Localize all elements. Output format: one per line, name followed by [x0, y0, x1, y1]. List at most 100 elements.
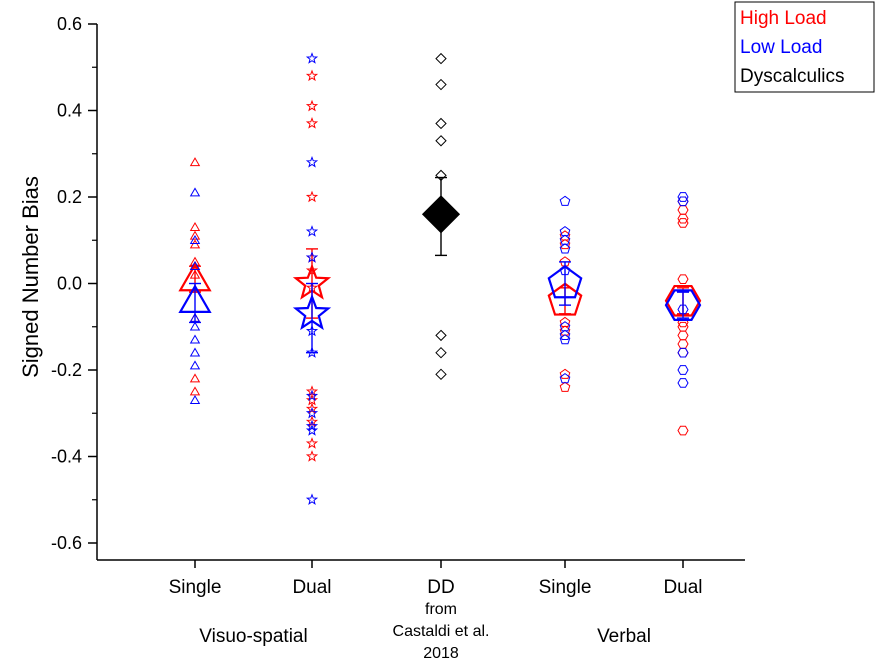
data-point: [189, 334, 201, 344]
mean-marker: [547, 265, 583, 299]
y-tick-label: -0.2: [51, 360, 82, 380]
data-point: [435, 52, 447, 65]
data-point: [677, 192, 689, 202]
legend-entry: High Load: [740, 8, 827, 29]
data-point: [305, 346, 319, 358]
category-label: DD: [427, 577, 454, 598]
data-point: [189, 395, 201, 405]
data-point: [435, 78, 447, 91]
y-tick-label: 0.6: [57, 14, 82, 34]
category-label: Single: [169, 577, 222, 598]
series-low-load-dual: [292, 52, 332, 505]
y-axis-title: Signed Number Bias: [18, 176, 43, 378]
category-label: Dual: [292, 577, 331, 598]
data-point: [677, 196, 689, 207]
data-point: [305, 419, 319, 432]
data-point: [677, 304, 689, 315]
data-point: [435, 117, 447, 130]
category-label: Single: [539, 577, 592, 598]
data-point: [305, 251, 319, 263]
series-dyscalculics-dd: [421, 52, 461, 381]
data-point: [305, 190, 319, 203]
data-point: [189, 157, 201, 167]
y-tick-label: 0.0: [57, 274, 82, 294]
series-low-load-single: [547, 195, 583, 384]
data-point: [305, 406, 319, 419]
mean-marker: [421, 195, 461, 234]
mean-marker: [664, 284, 702, 317]
data-point: [435, 368, 447, 381]
mean-marker: [178, 284, 212, 313]
data-point: [189, 360, 201, 370]
data-point: [677, 330, 689, 341]
data-point: [305, 385, 319, 397]
category-label: Dual: [663, 577, 702, 598]
data-point: [435, 135, 447, 147]
data-point: [189, 187, 201, 197]
data-point: [677, 378, 689, 388]
legend-entry: Low Load: [740, 37, 822, 58]
series-high-load-single: [547, 230, 583, 392]
series-high-load-dual: [292, 69, 332, 462]
data-point: [677, 347, 689, 358]
data-point: [189, 373, 201, 383]
data-point: [189, 230, 201, 240]
data-point: [305, 437, 319, 449]
labels: Single Dual DD Single Dual from Castaldi et al…: [169, 577, 703, 662]
category-note-line: 2018: [423, 645, 459, 662]
data-point: [559, 381, 571, 392]
series-low-load-dual: [664, 192, 702, 388]
data-point: [189, 386, 201, 396]
category-note-line: Castaldi et al.: [393, 623, 490, 640]
data-point: [305, 450, 319, 462]
data-point: [305, 117, 319, 129]
axes: -0.6 -0.4 -0.2 0.0 0.2 0.4 0.6 Signed Number Bi…: [18, 14, 745, 568]
data-point: [559, 373, 571, 384]
data-point: [305, 99, 319, 112]
data-point: [559, 195, 571, 206]
legend-box: [734, 1, 875, 93]
series-low-load-single: [178, 187, 212, 405]
series-high-load-single: [178, 157, 212, 396]
data-point: [435, 329, 447, 342]
data-point: [559, 329, 571, 340]
mean-marker: [664, 289, 702, 321]
data-point: [677, 274, 689, 285]
y-tick-label: 0.2: [57, 187, 82, 207]
data-point: [305, 415, 319, 428]
group-label: Verbal: [597, 626, 651, 647]
legend-entry: Dyscalculics: [740, 66, 845, 87]
data-point: [677, 365, 689, 375]
data-point: [305, 69, 319, 82]
data-point: [677, 218, 689, 228]
data-point: [305, 155, 319, 168]
data-point: [189, 239, 201, 249]
y-tick-label: -0.6: [51, 533, 82, 553]
data-point: [305, 402, 319, 415]
data-point: [305, 424, 319, 436]
data-point: [189, 321, 201, 331]
legend: High Load Low Load Dyscalculics: [734, 1, 875, 93]
data-point: [305, 493, 319, 505]
data-point: [189, 347, 201, 357]
data-point: [559, 334, 571, 345]
data-point: [305, 225, 319, 237]
y-tick-label: 0.4: [57, 101, 82, 121]
mean-marker: [292, 293, 332, 331]
mean-marker: [547, 282, 583, 316]
data-point: [189, 260, 201, 270]
data-point: [189, 222, 201, 232]
data-point: [305, 393, 319, 406]
data-point: [305, 52, 319, 64]
data-point: [677, 205, 689, 215]
group-label: Visuo-spatial: [199, 626, 307, 647]
data-point: [677, 425, 689, 436]
y-tick-label: -0.4: [51, 447, 82, 467]
data-point: [677, 339, 689, 349]
category-note-line: from: [425, 601, 457, 618]
data-point: [305, 389, 319, 402]
data-point: [559, 368, 571, 379]
data-point: [435, 346, 447, 359]
data-point: [189, 234, 201, 244]
